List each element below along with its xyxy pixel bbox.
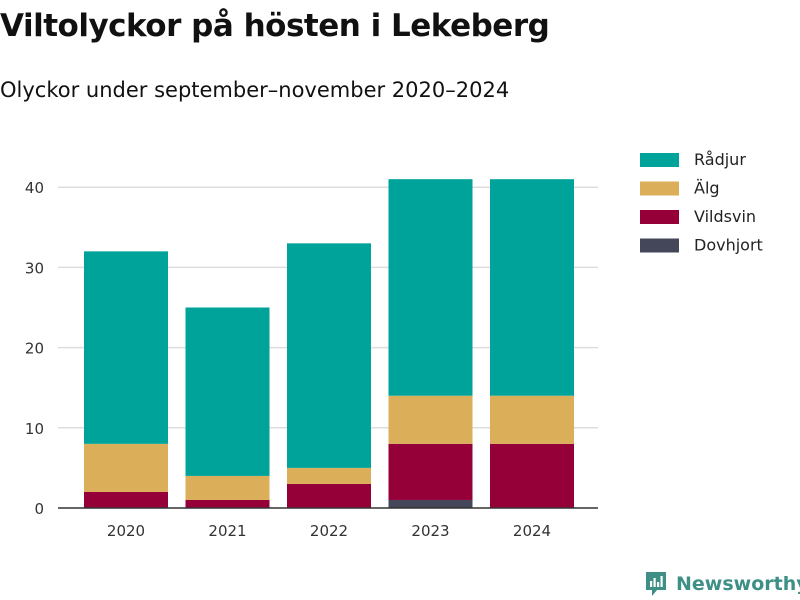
bars — [84, 179, 574, 508]
chart-subtitle: Olyckor under september–november 2020–20… — [0, 78, 510, 102]
bar-2023-älg — [388, 395, 473, 444]
y-tick-label-30: 30 — [25, 259, 44, 277]
x-tick-label-2024: 2024 — [513, 522, 551, 540]
newsworthy-logo-icon — [646, 572, 666, 596]
legend-label-älg: Älg — [694, 179, 720, 198]
bar-2022-vildsvin — [287, 483, 371, 508]
bar-2024-vildsvin — [490, 443, 574, 508]
bar-2020-älg — [84, 443, 168, 492]
legend-swatch-vildsvin — [640, 210, 679, 224]
legend-swatch-dovhjort — [640, 238, 679, 253]
legend-label-dovhjort: Dovhjort — [694, 236, 763, 255]
legend-label-vildsvin: Vildsvin — [694, 207, 756, 226]
legend-item-vildsvin: Vildsvin — [640, 207, 756, 226]
legend-item-dovhjort: Dovhjort — [640, 236, 763, 255]
legend-item-rådjur: Rådjur — [640, 150, 746, 169]
x-tick-label-2021: 2021 — [208, 522, 246, 540]
bar-2020-vildsvin — [84, 491, 168, 508]
legend-item-älg: Älg — [640, 179, 720, 198]
x-tick-label-2022: 2022 — [310, 522, 348, 540]
bar-2021-älg — [185, 475, 270, 500]
legend: Rådjur Älg Vildsvin Dovhjort — [640, 150, 763, 255]
brand-logo: Newsworthy — [644, 569, 800, 599]
bar-2024-älg — [490, 395, 574, 444]
brand-name: Newsworthy — [676, 573, 800, 595]
legend-swatch-älg — [640, 181, 679, 196]
y-tick-label-20: 20 — [25, 340, 44, 358]
bar-2023-vildsvin — [388, 443, 473, 500]
y-tick-label-40: 40 — [25, 179, 44, 197]
x-tick-label-2023: 2023 — [411, 522, 449, 540]
x-tick-label-2020: 2020 — [107, 522, 145, 540]
bar-2024-rådjur — [490, 179, 574, 396]
bar-2021-rådjur — [185, 307, 270, 476]
bar-2023-dovhjort — [388, 499, 473, 508]
y-tick-label-0: 0 — [34, 500, 44, 518]
bar-2022-älg — [287, 467, 371, 484]
bar-2023-rådjur — [388, 179, 473, 396]
legend-swatch-rådjur — [640, 153, 679, 167]
bar-2021-vildsvin — [185, 499, 270, 508]
y-tick-label-10: 10 — [25, 420, 44, 438]
chart-title: Viltolyckor på hösten i Lekeberg — [0, 8, 550, 44]
bar-2022-rådjur — [287, 243, 371, 468]
axes: 0 10 20 30 40 2020 2021 2022 2023 2024 — [25, 179, 598, 540]
bar-2020-rådjur — [84, 251, 168, 444]
legend-label-rådjur: Rådjur — [694, 150, 746, 169]
